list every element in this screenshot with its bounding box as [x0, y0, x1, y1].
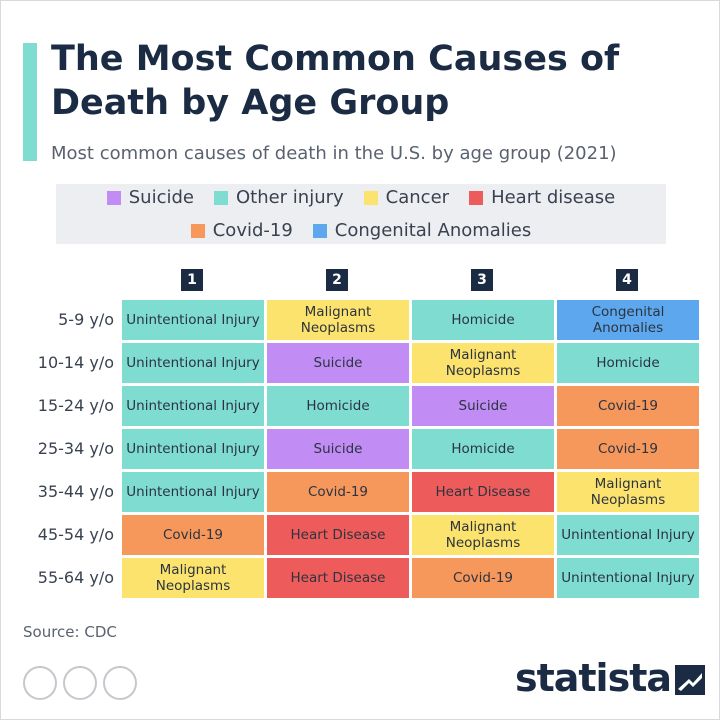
- column-header: 2: [326, 269, 348, 291]
- cell: Malignant Neoplasms: [411, 514, 555, 556]
- cell: Unintentional Injury: [121, 471, 265, 513]
- legend-label: Suicide: [128, 187, 194, 208]
- cell: Heart Disease: [266, 514, 410, 556]
- title: The Most Common Causes of Death by Age G…: [51, 39, 620, 123]
- legend-label: Heart disease: [491, 187, 616, 208]
- cell: Homicide: [266, 385, 410, 427]
- legend-label: Cancer: [385, 187, 450, 208]
- cc-icon: [23, 666, 57, 700]
- accent-bar: [23, 43, 37, 161]
- legend-item: Heart disease: [469, 187, 615, 208]
- cell: Unintentional Injury: [121, 428, 265, 470]
- by-icon: [63, 666, 97, 700]
- cell: Unintentional Injury: [556, 557, 700, 599]
- cell: Homicide: [556, 342, 700, 384]
- row-label: 10-14 y/o: [37, 353, 114, 372]
- cell: Suicide: [266, 342, 410, 384]
- legend-item: Cancer: [363, 187, 450, 208]
- subtitle: Most common causes of death in the U.S. …: [51, 143, 617, 164]
- legend-label: Congenital Anomalies: [334, 220, 532, 241]
- cell: Homicide: [411, 299, 555, 341]
- cell: Heart Disease: [266, 557, 410, 599]
- cell: Malignant Neoplasms: [411, 342, 555, 384]
- row-label: 35-44 y/o: [37, 482, 114, 501]
- cell: Unintentional Injury: [556, 514, 700, 556]
- row-label: 55-64 y/o: [37, 568, 114, 587]
- legend-item: Suicide: [106, 187, 194, 208]
- legend-item: Other injury: [213, 187, 344, 208]
- cell: Covid-19: [121, 514, 265, 556]
- legend: Suicide Other injury Cancer Heart disease Co…: [56, 184, 666, 244]
- cell: Heart Disease: [411, 471, 555, 513]
- cell: Suicide: [411, 385, 555, 427]
- nd-icon: [103, 666, 137, 700]
- legend-label: Covid-19: [212, 220, 293, 241]
- cell: Covid-19: [556, 385, 700, 427]
- legend-label: Other injury: [235, 187, 344, 208]
- cell: Unintentional Injury: [121, 342, 265, 384]
- cell: Congenital Anomalies: [556, 299, 700, 341]
- brand-logo: [675, 665, 705, 695]
- cell: Covid-19: [411, 557, 555, 599]
- cell: Unintentional Injury: [121, 299, 265, 341]
- row-label: 25-34 y/o: [37, 439, 114, 458]
- legend-item: Covid-19: [190, 220, 293, 241]
- cell: Unintentional Injury: [121, 385, 265, 427]
- cell: Malignant Neoplasms: [556, 471, 700, 513]
- column-header: 1: [181, 269, 203, 291]
- legend-swatch: [469, 190, 484, 205]
- cell: Malignant Neoplasms: [121, 557, 265, 599]
- cell: Covid-19: [266, 471, 410, 513]
- cell: Homicide: [411, 428, 555, 470]
- column-header: 4: [616, 269, 638, 291]
- legend-swatch: [312, 223, 327, 238]
- cell: Malignant Neoplasms: [266, 299, 410, 341]
- source: Source: CDC: [23, 623, 117, 641]
- brand: statista: [514, 656, 672, 700]
- column-header: 3: [471, 269, 493, 291]
- row-label: 5-9 y/o: [58, 310, 114, 329]
- cell: Covid-19: [556, 428, 700, 470]
- row-label: 15-24 y/o: [37, 396, 114, 415]
- legend-item: Congenital Anomalies: [312, 220, 532, 241]
- legend-swatch: [213, 190, 228, 205]
- legend-swatch: [363, 190, 378, 205]
- legend-swatch: [190, 223, 205, 238]
- legend-swatch: [106, 190, 121, 205]
- cell: Suicide: [266, 428, 410, 470]
- row-label: 45-54 y/o: [37, 525, 114, 544]
